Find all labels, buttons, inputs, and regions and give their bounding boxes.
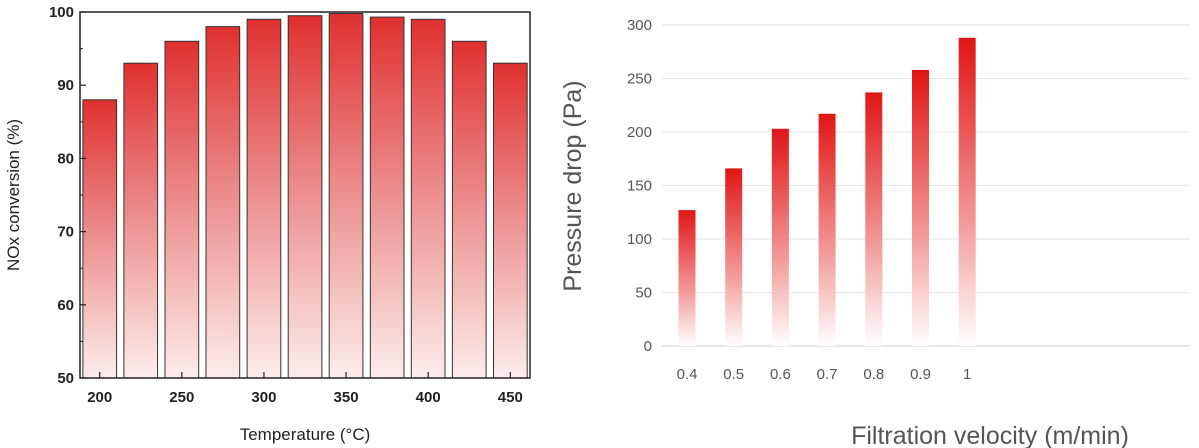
right-y-tick-label: 250 xyxy=(627,71,652,88)
left-x-tick-label: 400 xyxy=(416,389,441,406)
left-bar-250 xyxy=(164,40,200,379)
left-y-ticks: 50 60 70 80 90 100 xyxy=(49,4,86,387)
right-bar-0.5 xyxy=(725,168,743,346)
right-bar-0.6 xyxy=(771,128,789,346)
right-y-tick-label: 300 xyxy=(627,17,652,34)
right-x-tick-label: 0.8 xyxy=(863,366,884,383)
left-x-axis-title: Temperature (°C) xyxy=(240,425,371,444)
right-bar-1 xyxy=(958,37,976,347)
right-bars xyxy=(678,37,976,347)
right-x-tick-label: 0.6 xyxy=(770,366,791,383)
right-x-tick-label: 1 xyxy=(963,366,971,383)
left-y-tick-label: 80 xyxy=(57,150,74,167)
left-y-tick-label: 70 xyxy=(57,224,74,241)
left-y-tick-label: 100 xyxy=(49,4,74,21)
right-y-tick-label: 0 xyxy=(644,338,652,355)
left-bars xyxy=(82,13,528,379)
right-x-tick-label: 0.9 xyxy=(910,366,931,383)
left-chart: 50 60 70 80 90 100 200 250 300 350 400 450 Tempera… xyxy=(4,4,531,444)
left-x-tick-label: 250 xyxy=(169,389,194,406)
right-chart: 0 50 100 150 200 250 300 0.4 0.5 0.6 0.7 0.8 0.9 1 F… xyxy=(559,17,1190,448)
right-y-tick-label: 200 xyxy=(627,124,652,141)
left-bar-325 xyxy=(287,15,323,379)
left-bar-275 xyxy=(205,26,241,379)
left-bar-450 xyxy=(493,62,528,379)
left-bar-425 xyxy=(451,40,487,379)
right-x-tick-label: 0.5 xyxy=(723,366,744,383)
right-bar-0.7 xyxy=(818,113,836,346)
right-y-tick-label: 100 xyxy=(627,231,652,248)
left-x-ticks: 200 250 300 350 400 450 xyxy=(87,372,523,406)
right-x-tick-label: 0.7 xyxy=(817,366,838,383)
left-y-tick-label: 50 xyxy=(57,370,74,387)
right-y-tick-label: 50 xyxy=(635,285,652,302)
right-y-tick-label: 150 xyxy=(627,178,652,195)
left-bar-375 xyxy=(369,16,405,379)
left-bar-350 xyxy=(328,13,364,379)
right-y-axis-title: Pressure drop (Pa) xyxy=(559,80,587,291)
right-x-axis-title: Filtration velocity (m/min) xyxy=(851,422,1129,448)
left-y-axis-title: NOx conversion (%) xyxy=(4,119,23,271)
right-x-ticks: 0.4 0.5 0.6 0.7 0.8 0.9 1 xyxy=(677,366,972,383)
left-bar-225 xyxy=(123,62,159,379)
left-x-tick-label: 450 xyxy=(498,389,523,406)
left-x-tick-label: 300 xyxy=(251,389,276,406)
left-bar-300 xyxy=(246,18,282,379)
left-y-tick-label: 60 xyxy=(57,297,74,314)
right-y-ticks: 0 50 100 150 200 250 300 xyxy=(627,17,652,355)
left-x-tick-label: 350 xyxy=(334,389,359,406)
right-x-tick-label: 0.4 xyxy=(677,366,698,383)
left-x-tick-label: 200 xyxy=(87,389,112,406)
right-bar-0.4 xyxy=(678,210,696,346)
left-bar-200 xyxy=(82,99,118,379)
right-bar-0.8 xyxy=(865,92,883,347)
right-bar-0.9 xyxy=(912,69,929,347)
left-y-tick-label: 90 xyxy=(57,77,74,94)
left-bar-400 xyxy=(410,18,446,379)
